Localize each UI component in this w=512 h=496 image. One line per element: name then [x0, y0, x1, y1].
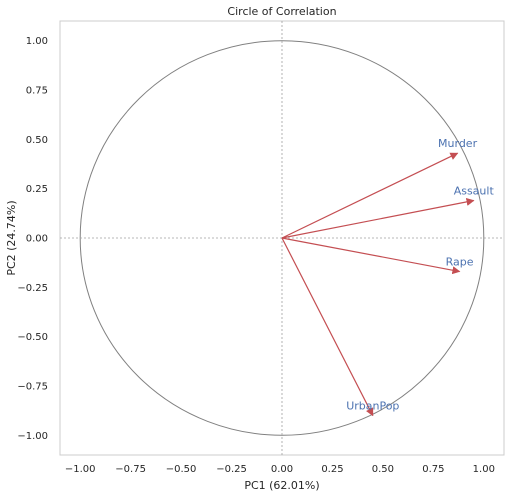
x-tick-label: 0.75 — [422, 464, 444, 475]
vector-label-assault: Assault — [454, 185, 495, 198]
x-tick-label: 0.00 — [271, 464, 293, 475]
y-tick-label: −0.25 — [17, 283, 48, 294]
x-tick-label: −0.75 — [115, 464, 146, 475]
y-tick-label: 0.50 — [26, 135, 48, 146]
y-tick-label: −0.75 — [17, 381, 48, 392]
vector-label-murder: Murder — [438, 137, 478, 150]
x-tick-label: 0.25 — [321, 464, 343, 475]
y-tick-label: 1.00 — [26, 36, 48, 47]
vector-arrow-urbanpop — [281, 237, 374, 417]
x-axis-label: PC1 (62.01%) — [244, 479, 319, 492]
y-tick-label: −1.00 — [17, 431, 48, 442]
x-tick-label: 1.00 — [473, 464, 495, 475]
x-tick-label: 0.50 — [372, 464, 394, 475]
y-tick-label: −0.50 — [17, 332, 48, 343]
vector-arrow-murder — [281, 152, 459, 239]
x-tick-label: −0.50 — [166, 464, 197, 475]
vector-label-urbanpop: UrbanPop — [346, 400, 399, 413]
y-axis-label: PC2 (24.74%) — [5, 200, 18, 275]
chart-title: Circle of Correlation — [227, 5, 336, 18]
x-tick-label: −1.00 — [65, 464, 96, 475]
y-tick-label: 0.75 — [26, 86, 48, 97]
vector-arrow-assault — [281, 197, 475, 239]
vector-label-rape: Rape — [446, 256, 474, 269]
x-tick-label: −0.25 — [216, 464, 247, 475]
y-tick-label: 0.25 — [26, 184, 48, 195]
vector-arrow-rape — [281, 237, 461, 275]
y-tick-label: 0.00 — [26, 234, 48, 245]
